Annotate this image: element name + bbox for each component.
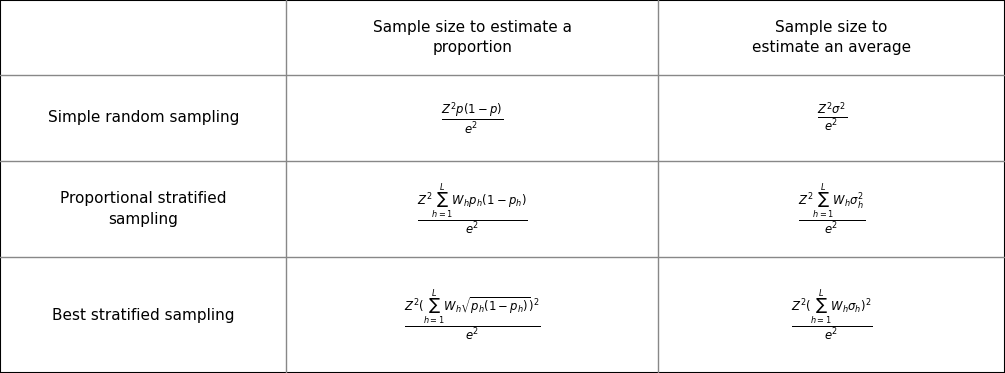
Text: Best stratified sampling: Best stratified sampling <box>52 308 234 323</box>
Text: $\frac{Z^2 (\sum_{h=1}^{L} W_h \sqrt{p_h(1-p_h)})^2}{e^2}$: $\frac{Z^2 (\sum_{h=1}^{L} W_h \sqrt{p_h… <box>404 288 541 343</box>
Text: Sample size to
estimate an average: Sample size to estimate an average <box>752 20 912 55</box>
Text: $\frac{Z^2 (\sum_{h=1}^{L} W_h \sigma_h)^2}{e^2}$: $\frac{Z^2 (\sum_{h=1}^{L} W_h \sigma_h)… <box>791 288 872 343</box>
Text: Proportional stratified
sampling: Proportional stratified sampling <box>60 191 226 227</box>
Text: $\frac{Z^2 \sum_{h=1}^{L} W_h p_h (1-p_h)}{e^2}$: $\frac{Z^2 \sum_{h=1}^{L} W_h p_h (1-p_h… <box>417 181 528 237</box>
Text: Simple random sampling: Simple random sampling <box>47 110 239 125</box>
Text: Sample size to estimate a
proportion: Sample size to estimate a proportion <box>373 20 572 55</box>
Text: $\frac{Z^2 \sigma^2}{e^2}$: $\frac{Z^2 \sigma^2}{e^2}$ <box>817 101 846 134</box>
Text: $\frac{Z^2 \sum_{h=1}^{L} W_h \sigma_h^2}{e^2}$: $\frac{Z^2 \sum_{h=1}^{L} W_h \sigma_h^2… <box>798 181 865 237</box>
Text: $\frac{Z^2 p(1-p)}{e^2}$: $\frac{Z^2 p(1-p)}{e^2}$ <box>441 100 504 136</box>
